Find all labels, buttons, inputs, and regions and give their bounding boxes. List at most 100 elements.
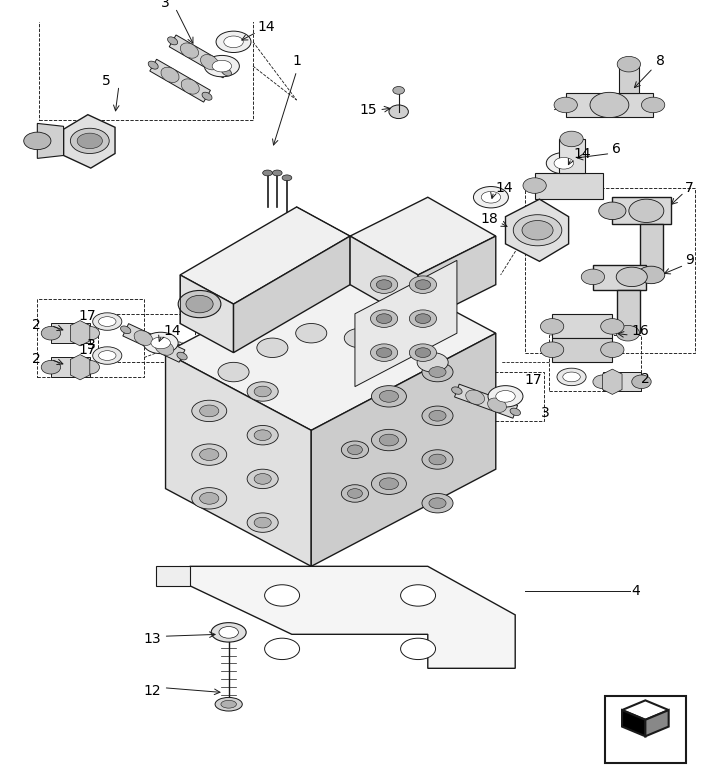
Text: 3: 3 xyxy=(541,406,549,420)
Polygon shape xyxy=(455,385,517,418)
Ellipse shape xyxy=(263,170,273,176)
Bar xyxy=(438,372,544,420)
Ellipse shape xyxy=(557,368,586,385)
Ellipse shape xyxy=(466,390,484,404)
Ellipse shape xyxy=(496,391,515,402)
Ellipse shape xyxy=(601,342,624,357)
Bar xyxy=(97,314,195,363)
Text: 17: 17 xyxy=(525,373,542,387)
Ellipse shape xyxy=(488,385,523,407)
Ellipse shape xyxy=(376,314,392,324)
Ellipse shape xyxy=(77,133,102,149)
Text: 12: 12 xyxy=(143,683,161,697)
Ellipse shape xyxy=(371,310,397,328)
Polygon shape xyxy=(190,566,515,668)
Ellipse shape xyxy=(429,367,446,378)
Polygon shape xyxy=(593,265,646,289)
Text: 3: 3 xyxy=(161,0,169,10)
Ellipse shape xyxy=(371,276,397,293)
Ellipse shape xyxy=(546,153,581,174)
Ellipse shape xyxy=(80,326,100,340)
Ellipse shape xyxy=(99,317,116,326)
Ellipse shape xyxy=(92,347,122,364)
Ellipse shape xyxy=(590,92,629,118)
Ellipse shape xyxy=(202,92,212,100)
Polygon shape xyxy=(311,333,496,566)
Ellipse shape xyxy=(554,158,573,169)
Ellipse shape xyxy=(616,325,640,341)
Ellipse shape xyxy=(601,319,624,334)
Polygon shape xyxy=(71,321,90,346)
Ellipse shape xyxy=(155,340,174,355)
Ellipse shape xyxy=(247,513,278,532)
Ellipse shape xyxy=(254,517,271,528)
Ellipse shape xyxy=(422,363,453,381)
Polygon shape xyxy=(566,94,653,117)
Ellipse shape xyxy=(481,191,501,203)
Polygon shape xyxy=(552,314,612,338)
Ellipse shape xyxy=(379,434,399,446)
Polygon shape xyxy=(603,372,642,392)
Ellipse shape xyxy=(201,55,219,70)
Ellipse shape xyxy=(71,128,109,154)
Ellipse shape xyxy=(510,408,520,416)
Ellipse shape xyxy=(200,492,219,504)
Polygon shape xyxy=(418,236,496,324)
Ellipse shape xyxy=(273,170,282,176)
Ellipse shape xyxy=(389,105,408,119)
Text: 16: 16 xyxy=(632,324,650,339)
Ellipse shape xyxy=(296,324,327,343)
Ellipse shape xyxy=(429,410,446,421)
Polygon shape xyxy=(180,275,234,353)
Ellipse shape xyxy=(254,473,271,484)
Text: 5: 5 xyxy=(102,73,111,87)
Bar xyxy=(40,12,253,119)
Ellipse shape xyxy=(216,31,251,52)
Ellipse shape xyxy=(616,268,647,286)
Polygon shape xyxy=(180,207,350,304)
Ellipse shape xyxy=(409,344,436,361)
Ellipse shape xyxy=(181,79,199,94)
Ellipse shape xyxy=(379,478,399,490)
Ellipse shape xyxy=(581,269,604,285)
Text: 8: 8 xyxy=(656,55,665,69)
Ellipse shape xyxy=(347,445,362,455)
Polygon shape xyxy=(552,338,612,363)
Ellipse shape xyxy=(192,488,227,509)
Ellipse shape xyxy=(192,400,227,422)
Ellipse shape xyxy=(422,406,453,425)
Text: 15: 15 xyxy=(359,103,377,117)
Ellipse shape xyxy=(593,375,612,388)
Polygon shape xyxy=(645,710,669,736)
Ellipse shape xyxy=(151,337,170,349)
Ellipse shape xyxy=(541,319,564,334)
Polygon shape xyxy=(123,324,185,362)
Ellipse shape xyxy=(205,55,239,76)
Ellipse shape xyxy=(422,450,453,470)
Ellipse shape xyxy=(422,494,453,513)
Ellipse shape xyxy=(642,98,665,113)
Ellipse shape xyxy=(345,328,376,348)
Ellipse shape xyxy=(247,381,278,401)
Ellipse shape xyxy=(121,326,131,334)
Text: 14: 14 xyxy=(258,20,275,34)
Polygon shape xyxy=(622,700,669,720)
Polygon shape xyxy=(71,355,90,380)
Polygon shape xyxy=(640,225,663,275)
Polygon shape xyxy=(617,289,640,333)
Polygon shape xyxy=(165,353,311,566)
Ellipse shape xyxy=(180,43,198,58)
Text: 2: 2 xyxy=(32,318,40,332)
Ellipse shape xyxy=(219,626,239,638)
Polygon shape xyxy=(51,357,90,377)
Ellipse shape xyxy=(513,215,562,246)
Ellipse shape xyxy=(215,697,242,711)
Polygon shape xyxy=(234,236,350,353)
Text: 6: 6 xyxy=(612,142,621,156)
Text: 14: 14 xyxy=(496,180,513,194)
Text: 7: 7 xyxy=(686,180,694,194)
Ellipse shape xyxy=(376,280,392,289)
Ellipse shape xyxy=(638,266,665,284)
Polygon shape xyxy=(350,236,418,324)
Polygon shape xyxy=(603,369,622,395)
